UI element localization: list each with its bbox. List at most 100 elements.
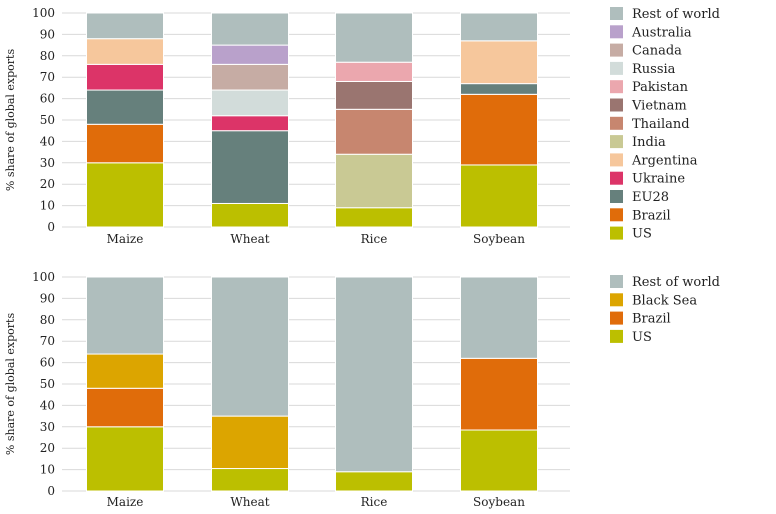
legend-swatch xyxy=(610,116,623,130)
bar-segment-maize-ukraine xyxy=(86,63,164,91)
bar-segment-maize-brazil xyxy=(86,123,164,164)
legend-swatch xyxy=(610,43,623,57)
legend-swatch xyxy=(610,61,623,75)
legend-swatch xyxy=(610,80,623,94)
bar-segment-rice-us xyxy=(335,207,413,228)
bar-segment-wheat-canada xyxy=(211,63,289,91)
bar-segment-wheat-rest-of-world xyxy=(211,276,289,417)
y-tick-label: 40 xyxy=(40,398,55,412)
chart-1: 0 10 20 30 40 50 60 70 80 90 100 % share of global … xyxy=(4,6,720,246)
bar-segment-maize-rest-of-world xyxy=(86,276,164,355)
bar-segment-maize-brazil xyxy=(86,387,164,428)
legend-swatch xyxy=(610,329,623,343)
legend-swatch xyxy=(610,153,623,167)
legend-entry: Argentina xyxy=(631,153,698,168)
legend-entry: India xyxy=(632,135,666,150)
bar-segment-maize-eu28 xyxy=(86,89,164,125)
y-tick-label: 90 xyxy=(40,291,55,305)
bar-segment-wheat-black-sea xyxy=(211,415,289,470)
category-label: Rice xyxy=(361,495,388,509)
y-tick-label: 0 xyxy=(47,484,55,498)
legend-entry: US xyxy=(632,227,652,242)
bar-segment-maize-us xyxy=(86,162,164,228)
legend-swatch xyxy=(610,275,623,288)
y-tick-label: 60 xyxy=(40,92,55,106)
category-label: Wheat xyxy=(230,232,269,246)
bar-segment-wheat-australia xyxy=(211,44,289,65)
legend-entry: Rest of world xyxy=(632,275,720,290)
bar-segment-soybean-rest-of-world xyxy=(460,12,538,42)
category-label: Rice xyxy=(361,232,388,246)
y-tick-label: 100 xyxy=(32,270,55,284)
legend-swatch xyxy=(610,311,623,325)
chart-2: 0 10 20 30 40 50 60 70 80 90 100 % share of global … xyxy=(4,270,720,509)
category-label: Soybean xyxy=(473,495,525,509)
y-tick-label: 0 xyxy=(47,220,55,234)
legend-swatch xyxy=(610,135,623,149)
legend-swatch xyxy=(610,98,623,112)
y-tick-label: 20 xyxy=(40,177,55,191)
y-axis-label: % share of global exports xyxy=(4,49,17,192)
bar-segment-soybean-argentina xyxy=(460,40,538,85)
y-tick-label: 50 xyxy=(40,113,55,127)
y-axis-label: % share of global exports xyxy=(4,313,17,456)
legend-swatch xyxy=(610,293,623,307)
legend-swatch xyxy=(610,226,623,240)
bar-segment-maize-black-sea xyxy=(86,353,164,389)
bar-segment-soybean-us xyxy=(460,164,538,228)
bar-segment-rice-pakistan xyxy=(335,61,413,82)
legend-entry: Ukraine xyxy=(632,172,685,187)
bar-segment-wheat-eu28 xyxy=(211,130,289,204)
bar-segment-rice-india xyxy=(335,153,413,209)
bar-segment-soybean-rest-of-world xyxy=(460,276,538,359)
legend-entry: EU28 xyxy=(632,190,669,205)
legend-swatch xyxy=(610,190,623,203)
legend-entry: Russia xyxy=(632,62,676,77)
bar-segment-wheat-us xyxy=(211,202,289,228)
legend-entry: Australia xyxy=(631,25,692,40)
legend-entry: Rest of world xyxy=(632,7,720,22)
legend-entry: US xyxy=(632,330,652,345)
legend-swatch xyxy=(610,25,623,39)
bar-segment-soybean-brazil xyxy=(460,357,538,431)
y-tick-label: 20 xyxy=(40,441,55,455)
legend-swatch xyxy=(610,171,623,185)
y-tick-label: 10 xyxy=(40,463,55,477)
y-tick-label: 10 xyxy=(40,199,55,213)
category-label: Maize xyxy=(107,495,144,509)
y-tick-label: 50 xyxy=(40,377,55,391)
category-label: Wheat xyxy=(230,495,269,509)
bar-segment-rice-thailand xyxy=(335,108,413,155)
y-tick-label: 60 xyxy=(40,356,55,370)
y-tick-label: 70 xyxy=(40,70,55,84)
bar-segment-wheat-us xyxy=(211,468,289,492)
bar-segment-rice-rest-of-world xyxy=(335,276,413,473)
legend-entry: Vietnam xyxy=(631,99,687,114)
legend-swatch xyxy=(610,7,623,20)
legend-entry: Pakistan xyxy=(632,80,689,95)
y-tick-label: 40 xyxy=(40,134,55,148)
y-tick-label: 80 xyxy=(40,313,55,327)
legend-entry: Canada xyxy=(632,44,682,59)
bar-segment-rice-vietnam xyxy=(335,80,413,110)
y-tick-label: 70 xyxy=(40,334,55,348)
y-tick-label: 80 xyxy=(40,49,55,63)
bar-segment-wheat-russia xyxy=(211,89,289,117)
bar-segment-wheat-ukraine xyxy=(211,115,289,132)
y-tick-label: 30 xyxy=(40,156,55,170)
legend-entry: Black Sea xyxy=(632,293,697,308)
bar-segment-maize-us xyxy=(86,426,164,492)
bar-segment-maize-rest-of-world xyxy=(86,12,164,40)
category-label: Soybean xyxy=(473,232,525,246)
y-tick-label: 90 xyxy=(40,27,55,41)
bar-segment-soybean-us xyxy=(460,429,538,492)
bar-segment-wheat-rest-of-world xyxy=(211,12,289,46)
bar-segment-soybean-eu28 xyxy=(460,83,538,95)
legend-swatch xyxy=(610,208,623,222)
y-tick-label: 100 xyxy=(32,6,55,20)
y-tick-label: 30 xyxy=(40,420,55,434)
bar-segment-soybean-brazil xyxy=(460,93,538,166)
category-label: Maize xyxy=(107,232,144,246)
bar-segment-rice-rest-of-world xyxy=(335,12,413,63)
legend-entry: Thailand xyxy=(632,117,690,132)
